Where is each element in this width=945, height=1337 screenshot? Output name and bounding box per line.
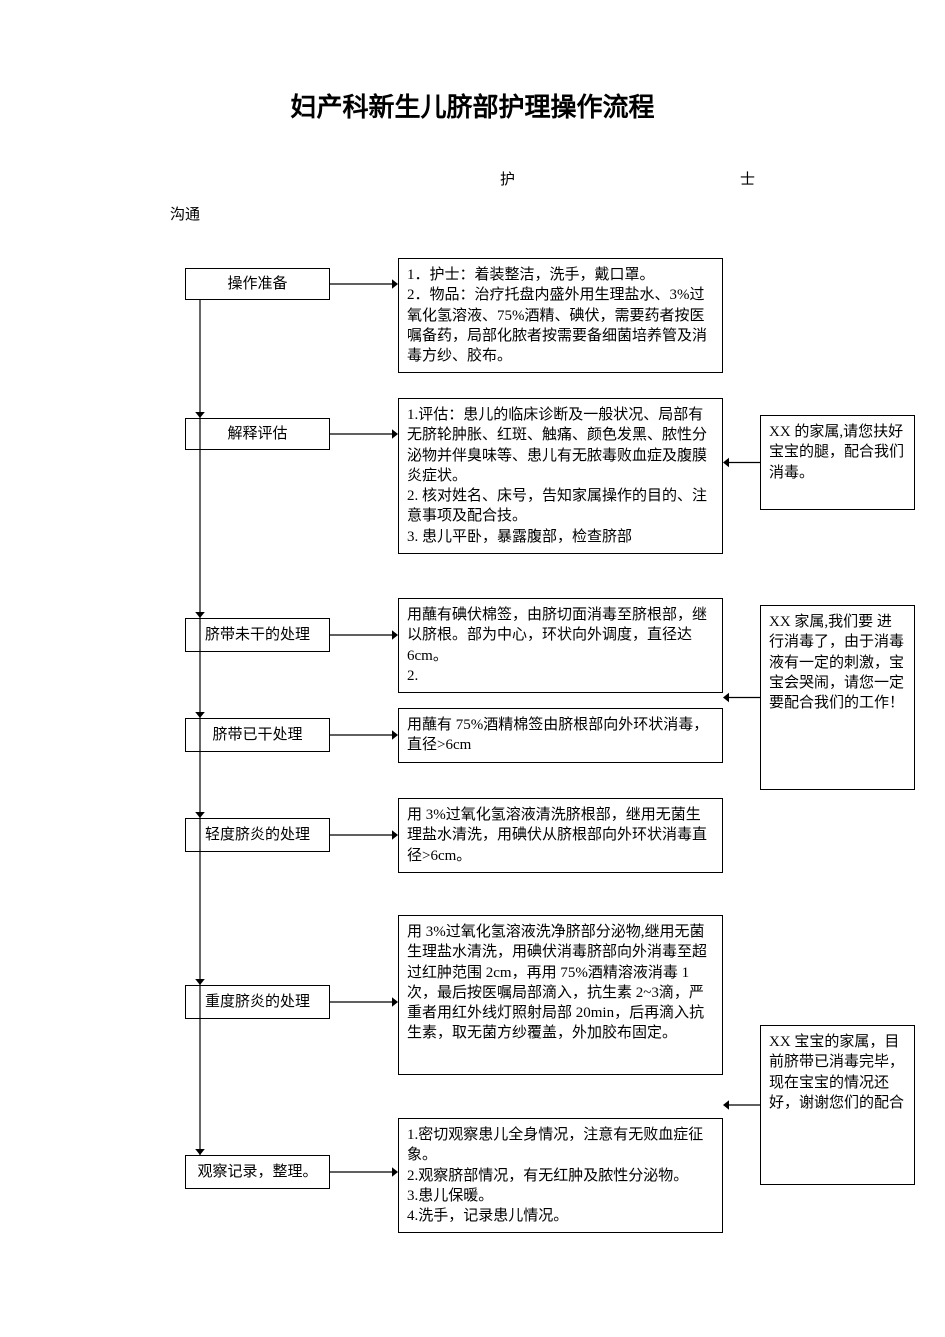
step-box-prep: 操作准备 bbox=[185, 268, 330, 300]
detail-line: 2. 核对姓名、床号，告知家属操作的目的、注意事项及配合技。 bbox=[407, 486, 714, 527]
detail-box-wet: 用蘸有碘伏棉签，由脐切面消毒至脐根部，继以脐根。部为中心，环状向外调度，直径达 … bbox=[398, 598, 723, 693]
side-box-severe: XX 宝宝的家属，目前脐带已消毒完毕，现在宝宝的情况还好，谢谢您们的配合 bbox=[760, 1025, 915, 1185]
detail-line: 用 3%过氧化氢溶液清洗脐根部，继用无菌生理盐水清洗，用碘伏从脐根部向外环状消毒… bbox=[407, 805, 714, 866]
side-box-wet: XX 家属,我们要 进行消毒了，由于消毒液有一定的刺激，宝宝会哭闹，请您一定要配… bbox=[760, 605, 915, 790]
detail-line: 用 3%过氧化氢溶液洗净脐部分泌物,继用无菌生理盐水清洗，用碘伏消毒脐部向外消毒… bbox=[407, 922, 714, 1044]
step-box-mild: 轻度脐炎的处理 bbox=[185, 818, 330, 852]
step-box-observe: 观察记录，整理。 bbox=[185, 1155, 330, 1189]
detail-line: 3. 患儿平卧，暴露腹部，检查脐部 bbox=[407, 527, 714, 547]
side-box-assess: XX 的家属,请您扶好宝宝的腿，配合我们消毒。 bbox=[760, 415, 915, 510]
detail-line: 1.评估：患儿的临床诊断及一般状况、局部有无脐轮肿胀、红斑、触痛、颜色发黑、脓性… bbox=[407, 405, 714, 486]
detail-line: 2.观察脐部情况，有无红肿及脓性分泌物。 bbox=[407, 1166, 714, 1186]
step-box-assess: 解释评估 bbox=[185, 418, 330, 450]
detail-line: 用蘸有碘伏棉签，由脐切面消毒至脐根部，继以脐根。部为中心，环状向外调度，直径达 … bbox=[407, 605, 714, 666]
header-shi-char: 士 bbox=[740, 170, 755, 190]
step-box-dry: 脐带已干处理 bbox=[185, 718, 330, 752]
detail-line: 2. bbox=[407, 666, 714, 686]
detail-line: 用蘸有 75%酒精棉签由脐根部向外环状消毒，直径>6cm bbox=[407, 715, 714, 756]
detail-box-assess: 1.评估：患儿的临床诊断及一般状况、局部有无脐轮肿胀、红斑、触痛、颜色发黑、脓性… bbox=[398, 398, 723, 554]
detail-line: 1.密切观察患儿全身情况，注意有无败血症征象。 bbox=[407, 1125, 714, 1166]
step-box-wet: 脐带未干的处理 bbox=[185, 618, 330, 652]
detail-line: 3.患儿保暖。 bbox=[407, 1186, 714, 1206]
detail-box-dry: 用蘸有 75%酒精棉签由脐根部向外环状消毒，直径>6cm bbox=[398, 708, 723, 763]
detail-box-severe: 用 3%过氧化氢溶液洗净脐部分泌物,继用无菌生理盐水清洗，用碘伏消毒脐部向外消毒… bbox=[398, 915, 723, 1075]
step-box-severe: 重度脐炎的处理 bbox=[185, 985, 330, 1019]
page-title: 妇产科新生儿脐部护理操作流程 bbox=[0, 90, 945, 125]
detail-box-mild: 用 3%过氧化氢溶液清洗脐根部，继用无菌生理盐水清洗，用碘伏从脐根部向外环状消毒… bbox=[398, 798, 723, 873]
header-goutong: 沟通 bbox=[170, 205, 200, 225]
detail-box-observe: 1.密切观察患儿全身情况，注意有无败血症征象。2.观察脐部情况，有无红肿及脓性分… bbox=[398, 1118, 723, 1233]
detail-box-prep: 1．护士：着装整洁，洗手，戴口罩。2．物品：治疗托盘内盛外用生理盐水、3%过氧化… bbox=[398, 258, 723, 373]
detail-line: 1．护士：着装整洁，洗手，戴口罩。 bbox=[407, 265, 714, 285]
detail-line: 4.洗手，记录患儿情况。 bbox=[407, 1206, 714, 1226]
detail-line: 2．物品：治疗托盘内盛外用生理盐水、3%过氧化氢溶液、75%酒精、碘伏，需要药者… bbox=[407, 285, 714, 366]
header-nurse-char: 护 bbox=[500, 170, 515, 190]
